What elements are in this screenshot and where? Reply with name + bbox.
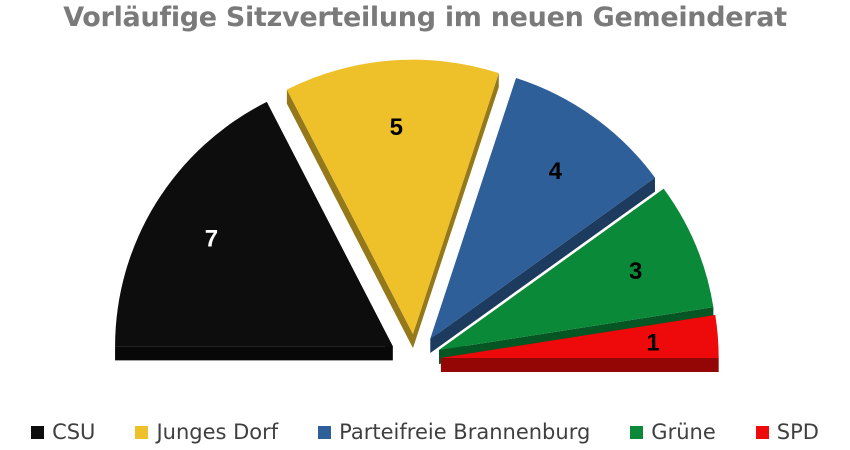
pie-slice-group-gr-ne: 3 [439,188,714,365]
data-label-gr-ne: 3 [629,258,642,285]
legend-swatch [755,425,769,439]
legend-item-junges-dorf: Junges Dorf [135,420,278,444]
legend-swatch [318,425,332,439]
legend-item-parteifreie-brannenburg: Parteifreie Brannenburg [318,420,590,444]
legend-label: Junges Dorf [156,420,279,444]
legend-item-gr-ne: Grüne [630,420,716,444]
pie-slice-csu [115,101,393,347]
pie-slice-junges-dorf [286,59,499,335]
pie-slice-spd [440,315,719,358]
legend-label: CSU [52,420,96,444]
legend-item-spd: SPD [755,420,819,444]
pie-slice-gr-ne [439,188,714,351]
legend-swatch [135,425,149,439]
pie-slice-group-parteifreie-brannenburg: 4 [430,77,655,353]
pie-slice-side-junges-dorf [286,73,499,349]
pie-slice-group-csu: 7 [115,101,393,361]
legend-label: Grüne [651,420,716,444]
data-label-parteifreie-brannenburg: 4 [549,158,563,185]
data-label-junges-dorf: 5 [390,114,403,141]
legend-label: SPD [776,420,819,444]
data-label-spd: 1 [646,330,659,357]
pie-slice-group-spd: 1 [440,315,719,372]
legend: CSU Junges Dorf Parteifreie Brannenburg Grü… [0,420,850,444]
legend-swatch [630,425,644,439]
legend-item-csu: CSU [31,420,95,444]
data-label-csu: 7 [205,225,218,252]
legend-label: Parteifreie Brannenburg [339,420,591,444]
legend-swatch [31,425,45,439]
pie-slice-side-gr-ne [439,188,714,365]
pie-slice-parteifreie-brannenburg [430,77,655,339]
pie-slice-group-junges-dorf: 5 [286,59,499,349]
chart-title: Vorläufige Sitzverteilung im neuen Gemei… [63,2,787,33]
